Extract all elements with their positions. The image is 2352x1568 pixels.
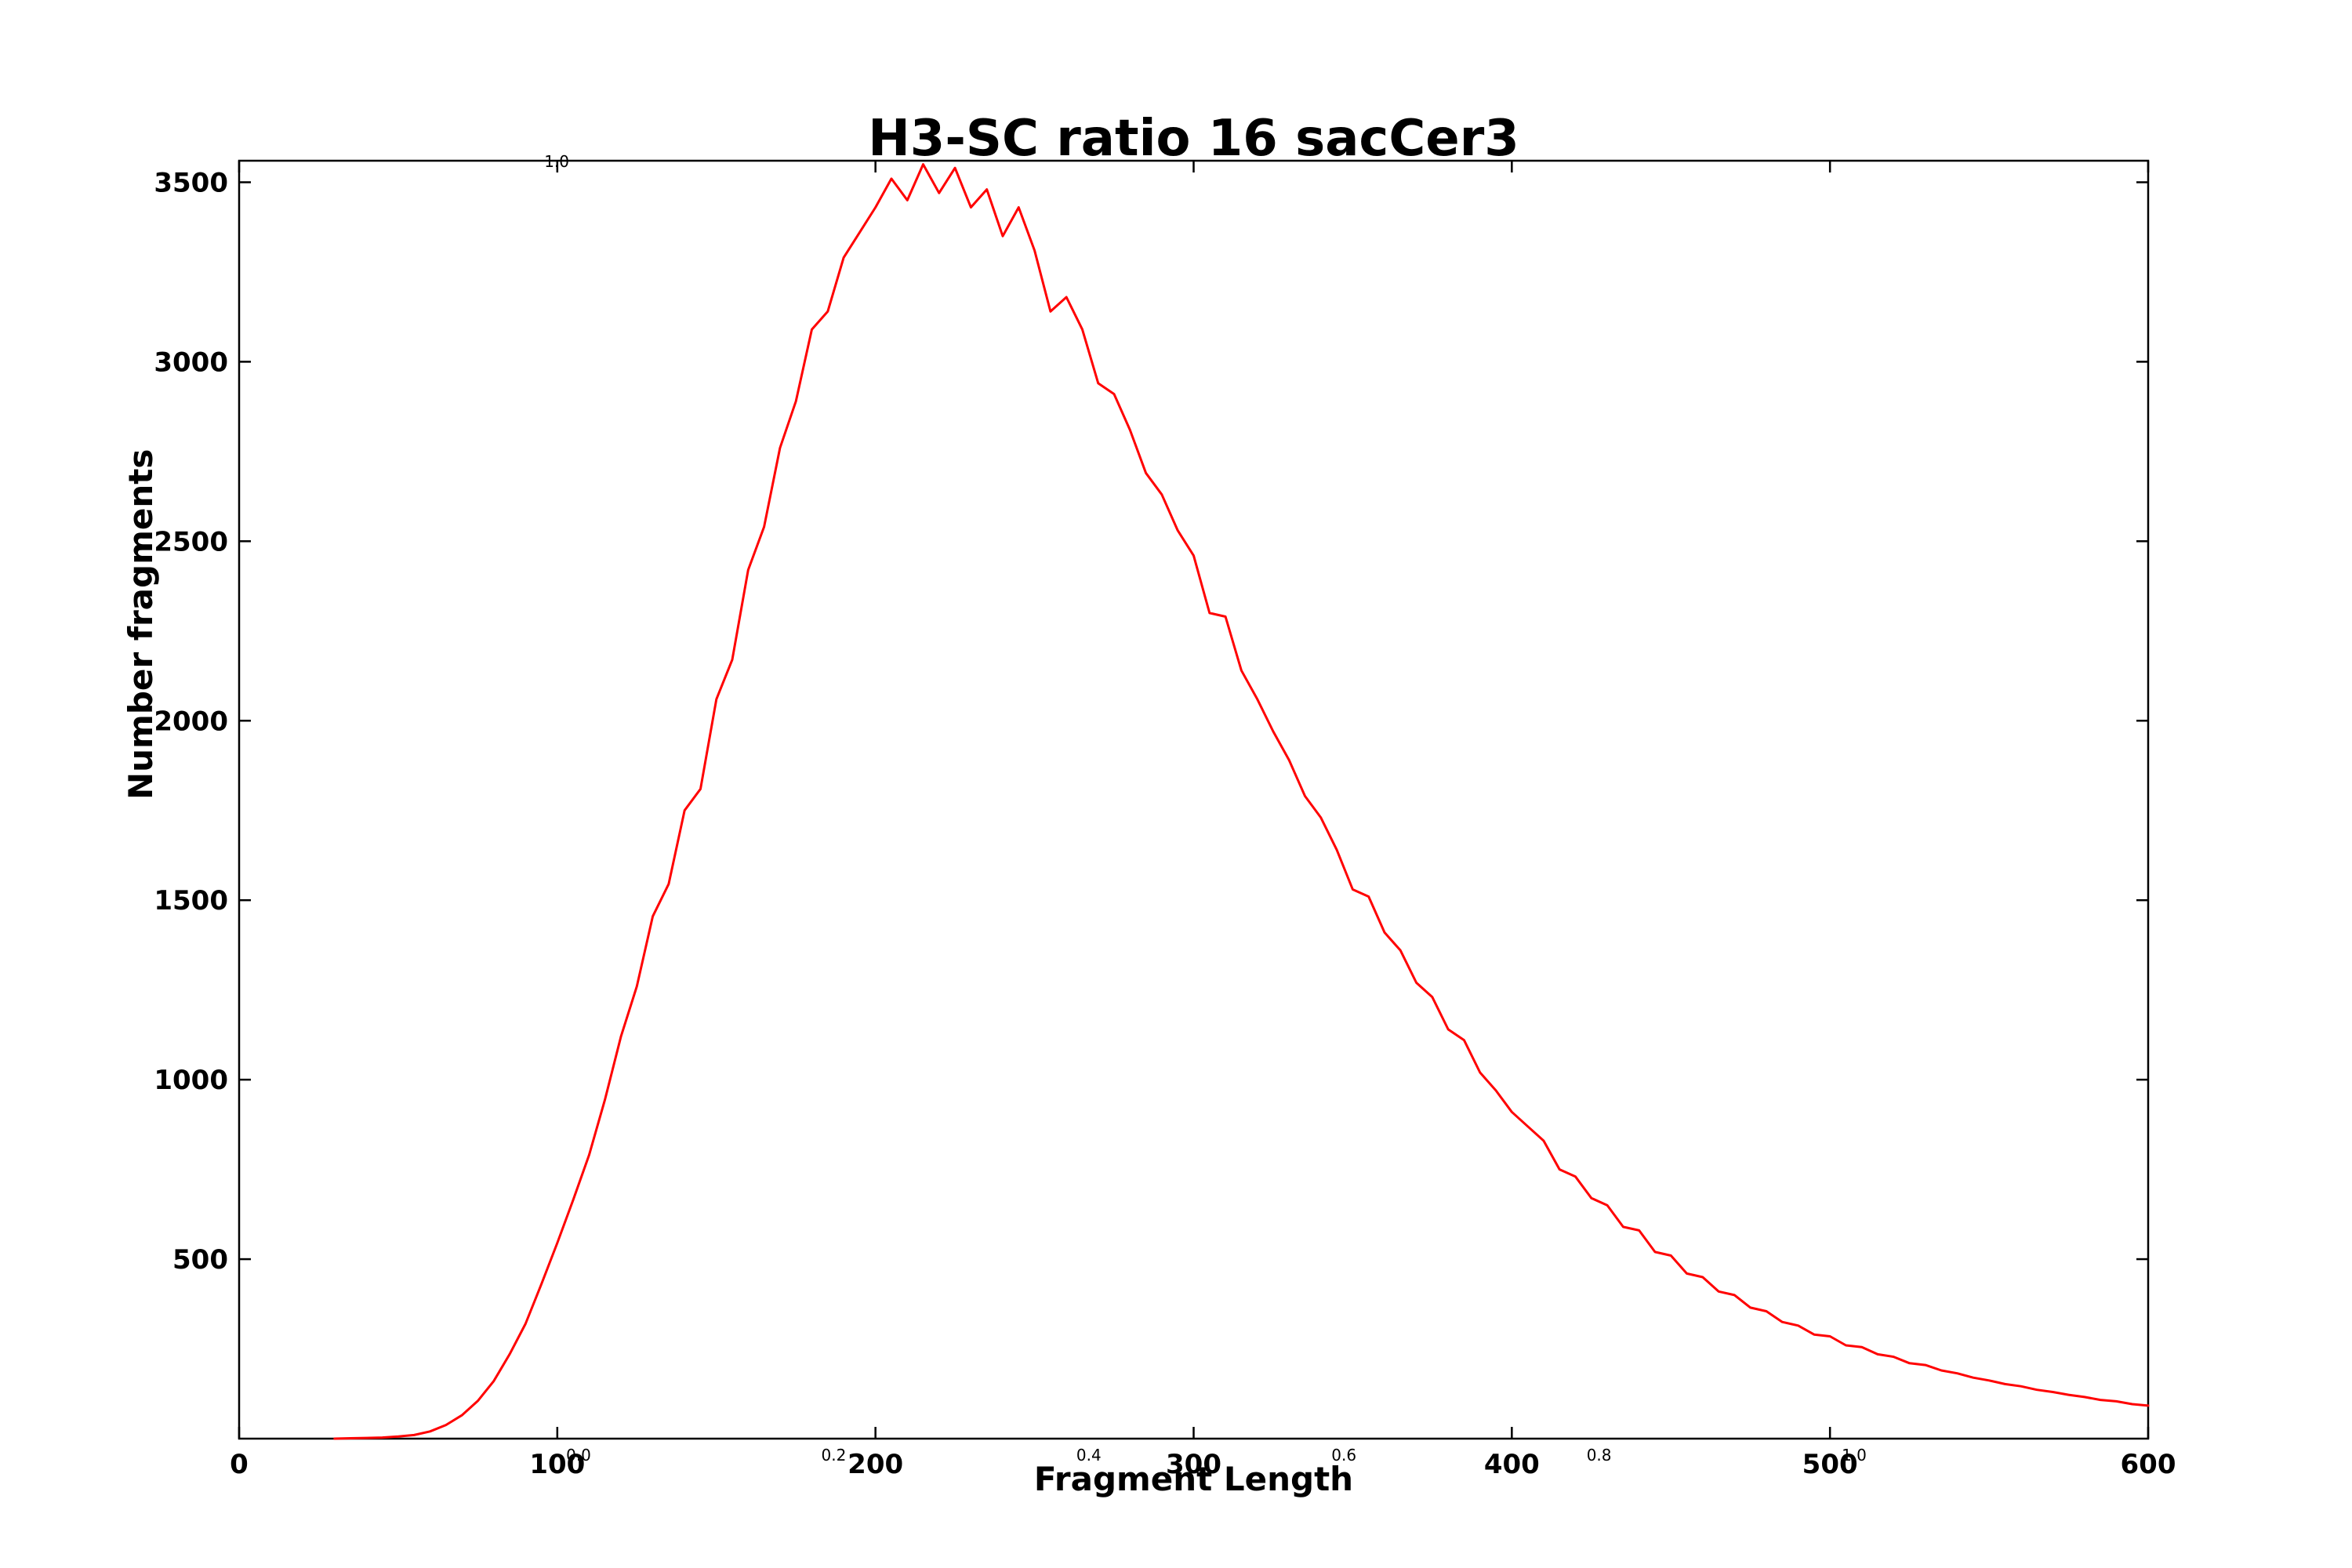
data-line [333, 163, 2150, 1440]
secondary-x-tick-label: 0.8 [1587, 1446, 1612, 1465]
y-tick-label: 1000 [154, 1065, 228, 1096]
x-tick-label: 100 [529, 1449, 585, 1480]
x-tick-label: 200 [848, 1449, 903, 1480]
secondary-x-tick-label: 0.4 [1076, 1446, 1102, 1465]
secondary-x-tick-label: 0.6 [1331, 1446, 1356, 1465]
x-tick-label: 400 [1484, 1449, 1540, 1480]
y-tick-label: 3000 [154, 347, 228, 378]
y-tick-label: 2500 [154, 526, 228, 557]
x-tick-label: 600 [2121, 1449, 2176, 1480]
secondary-x-tick-label: 0.0 [566, 1446, 591, 1465]
axes-frame [238, 159, 2150, 1440]
secondary-x-tick-label: 0.2 [821, 1446, 846, 1465]
chart-title: H3-SC ratio 16 sacCer3 [868, 110, 1519, 168]
y-tick-label: 3500 [154, 167, 228, 198]
y-tick-label: 2000 [154, 706, 228, 737]
x-tick-label: 0 [230, 1449, 249, 1480]
x-tick-label: 300 [1166, 1449, 1221, 1480]
y-tick-label: 500 [172, 1244, 228, 1276]
y-tick-label: 1500 [154, 885, 228, 916]
secondary-y-tick-label: 1.0 [544, 152, 569, 171]
x-axis-label: Fragment Length [1033, 1460, 1354, 1498]
secondary-x-tick-label: 1.0 [1842, 1446, 1867, 1465]
x-tick-label: 500 [1802, 1449, 1858, 1480]
